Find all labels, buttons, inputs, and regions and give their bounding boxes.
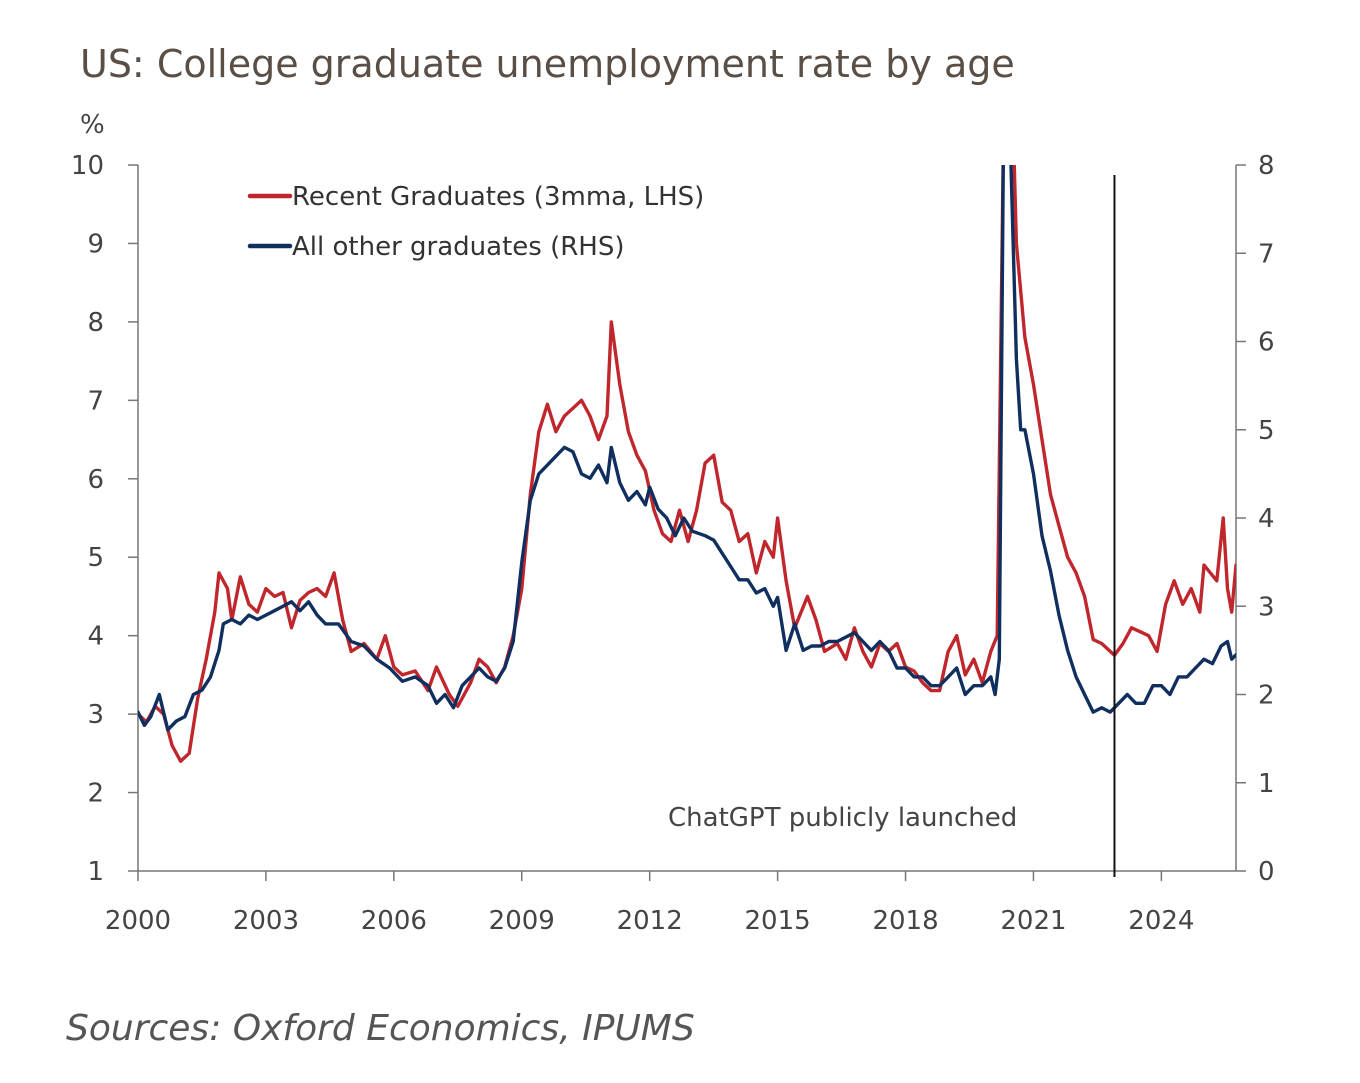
y-left-tick-label: 8 (87, 308, 104, 338)
legend-label: Recent Graduates (3mma, LHS) (292, 182, 704, 212)
x-tick-label: 2003 (233, 906, 299, 936)
chart-axes: 1 2 3 4 5 6 7 8 9 10 0 1 2 3 4 5 6 7 8 2000 2003 2006 2009 2012… (71, 151, 1275, 936)
y-left-tick-label: 1 (87, 857, 104, 887)
y-left-tick-label: 2 (87, 779, 104, 809)
y-right-tick-label: 8 (1258, 151, 1275, 181)
y-left-tick-label: 5 (87, 543, 104, 573)
y-right-tick-label: 2 (1258, 681, 1275, 711)
chart-series (138, 165, 1236, 763)
x-tick-label: 2009 (489, 906, 555, 936)
y-right-tick-label: 0 (1258, 857, 1275, 887)
series-line-all-other-graduates (138, 165, 1236, 732)
y-left-tick-label: 7 (87, 386, 104, 416)
y-axis-unit-label: % (80, 110, 105, 140)
y-right-tick-label: 5 (1258, 416, 1275, 446)
y-right-tick-label: 6 (1258, 328, 1275, 358)
chart-title: US: College graduate unemployment rate b… (80, 42, 1015, 86)
x-tick-label: 2006 (361, 906, 427, 936)
chart-annotations: ChatGPT publicly launched (668, 175, 1116, 877)
chart-legend: Recent Graduates (3mma, LHS) All other gr… (247, 182, 704, 262)
x-tick-label: 2012 (617, 906, 683, 936)
y-left-tick-label: 6 (87, 465, 104, 495)
legend-label: All other graduates (RHS) (292, 232, 624, 262)
series-line-recent-graduates (138, 165, 1236, 763)
y-right-tick-label: 3 (1258, 592, 1275, 622)
source-note: Sources: Oxford Economics, IPUMS (66, 1008, 695, 1049)
annotation-label: ChatGPT publicly launched (668, 803, 1017, 833)
y-right-tick-label: 4 (1258, 504, 1275, 534)
y-right-tick-label: 7 (1258, 239, 1275, 269)
x-tick-label: 2024 (1128, 906, 1194, 936)
y-left-tick-label: 10 (71, 151, 104, 181)
x-tick-label: 2015 (745, 906, 811, 936)
x-tick-label: 2021 (1000, 906, 1066, 936)
y-left-tick-label: 4 (87, 622, 104, 652)
x-tick-label: 2018 (872, 906, 938, 936)
y-right-tick-label: 1 (1258, 769, 1275, 799)
y-left-tick-label: 9 (87, 229, 104, 259)
x-tick-label: 2000 (105, 906, 171, 936)
y-left-tick-label: 3 (87, 700, 104, 730)
